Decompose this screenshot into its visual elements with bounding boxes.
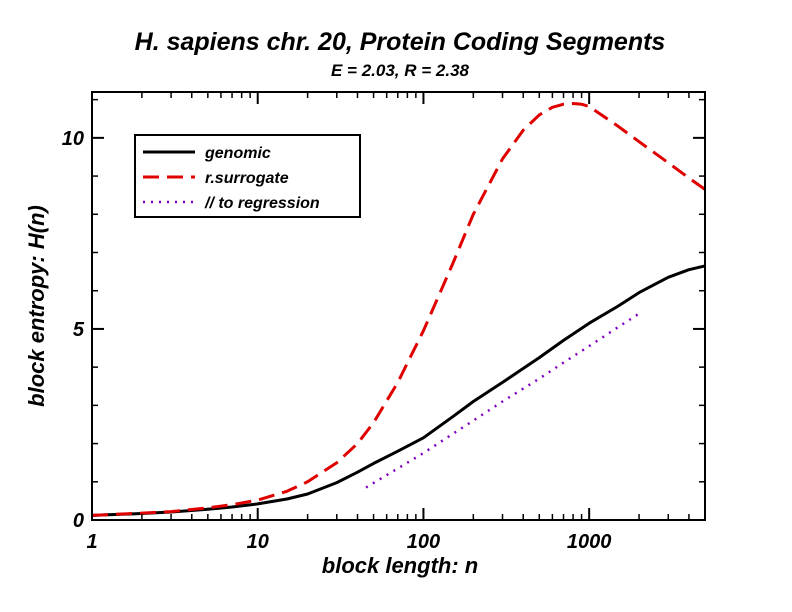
y-axis-label: block entropy: H(n) — [24, 205, 49, 407]
chart-subtitle: E = 2.03, R = 2.38 — [331, 61, 470, 80]
axis-ticks — [91, 92, 706, 521]
legend: genomic r.surrogate // to regression — [134, 134, 361, 218]
y-tick-label: 5 — [73, 319, 85, 341]
series-line-2 — [365, 312, 640, 489]
legend-label-0: genomic — [204, 145, 271, 162]
x-tick-label: 10 — [247, 531, 269, 553]
plot-lines — [91, 102, 706, 517]
tick-labels: 1 10 100 1000 0 5 10 — [62, 128, 612, 553]
series-line-1 — [91, 102, 706, 517]
chart-title: H. sapiens chr. 20, Protein Coding Segme… — [135, 28, 666, 56]
x-tick-label: 100 — [407, 531, 440, 553]
series-line-0 — [91, 264, 706, 517]
x-axis-label: block length: n — [322, 553, 478, 578]
y-tick-label: 0 — [73, 510, 84, 532]
x-tick-label: 1 — [86, 531, 97, 553]
x-tick-label: 1000 — [567, 531, 612, 553]
legend-label-2: // to regression — [204, 195, 320, 212]
y-tick-label: 10 — [62, 128, 84, 150]
legend-label-1: r.surrogate — [205, 170, 289, 187]
